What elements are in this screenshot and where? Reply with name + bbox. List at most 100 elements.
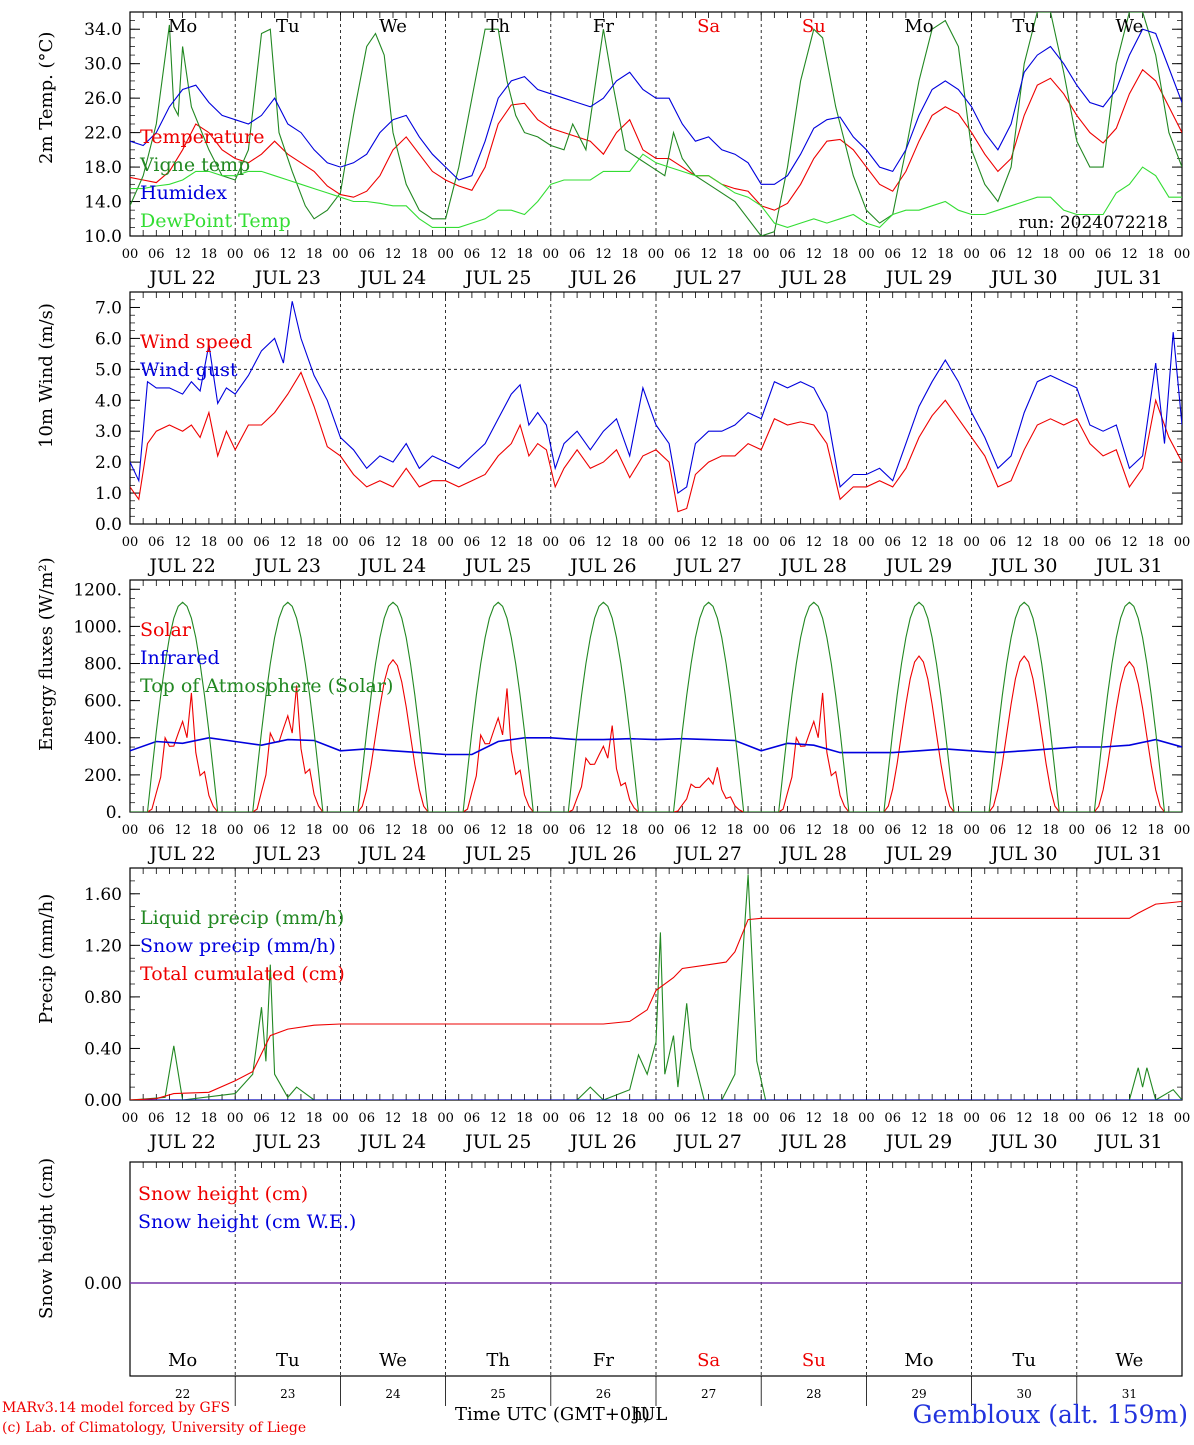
weekday-label: Th: [486, 1350, 510, 1371]
date-label: JUL 31: [1094, 843, 1162, 865]
hour-tick-label: 00: [1069, 823, 1086, 838]
legend-vigne-temp: Vigne temp: [139, 154, 250, 176]
panel-4: [129, 867, 1183, 1101]
hour-tick-label: 00: [122, 1111, 139, 1126]
hour-tick-label: 12: [595, 535, 612, 550]
hour-tick-label: 06: [779, 535, 796, 550]
date-label: JUL 26: [568, 1131, 636, 1153]
hour-tick-label: 06: [358, 823, 375, 838]
legend-snow-height-cm-w-e: Snow height (cm W.E.): [138, 1211, 356, 1233]
hour-tick-label: 18: [832, 247, 849, 262]
y-tick-label: 0.00: [84, 1091, 122, 1111]
hour-tick-label: 18: [306, 823, 323, 838]
date-label: JUL 30: [989, 1131, 1057, 1153]
hour-tick-label: 18: [1147, 1111, 1164, 1126]
series-wind-gust: [130, 301, 1182, 495]
weekday-label: Mo: [168, 1350, 197, 1371]
hour-tick-label: 06: [990, 1111, 1007, 1126]
hour-tick-label: 12: [280, 535, 297, 550]
y-axis-label: 10m Wind (m/s): [36, 303, 57, 448]
hour-tick-label: 12: [700, 823, 717, 838]
hour-tick-label: 12: [280, 823, 297, 838]
hour-tick-label: 18: [937, 1111, 954, 1126]
hour-tick-label: 18: [727, 1111, 744, 1126]
date-label: JUL 30: [989, 555, 1057, 577]
hour-tick-label: 12: [174, 535, 191, 550]
hour-tick-label: 18: [621, 247, 638, 262]
hour-tick-label: 00: [858, 823, 875, 838]
date-label: JUL 30: [989, 843, 1057, 865]
series-top-of-atmosphere-solar: [130, 601, 1182, 812]
hour-tick-label: 00: [1069, 1111, 1086, 1126]
date-label: JUL 27: [673, 267, 741, 289]
y-axis-label: Precip (mm/h): [36, 894, 57, 1024]
y-tick-label: 800.: [84, 655, 122, 675]
hour-tick-label: 18: [1147, 823, 1164, 838]
weekday-label: Fr: [593, 16, 614, 37]
hour-tick-label: 00: [227, 823, 244, 838]
hour-tick-label: 06: [569, 247, 586, 262]
station-label: Gembloux (alt. 159m): [912, 1400, 1188, 1429]
weekday-label: Su: [802, 1350, 826, 1371]
hour-tick-label: 00: [753, 535, 770, 550]
series-infrared: [130, 736, 1182, 756]
y-tick-label: 22.0: [84, 124, 122, 144]
hour-tick-label: 06: [884, 535, 901, 550]
day-number-label: 23: [280, 1387, 295, 1401]
day-number-label: 22: [175, 1387, 190, 1401]
legend-wind-gust: Wind gust: [140, 359, 238, 381]
hour-tick-label: 18: [201, 535, 218, 550]
y-tick-label: 200.: [84, 766, 122, 786]
hour-tick-label: 06: [358, 247, 375, 262]
y-tick-label: 18.0: [84, 158, 122, 178]
weekday-label: Tu: [1012, 16, 1036, 37]
y-tick-label: 26.0: [84, 89, 122, 109]
hour-tick-label: 00: [963, 535, 980, 550]
y-tick-label: 400.: [84, 729, 122, 749]
date-label: JUL 31: [1094, 555, 1162, 577]
hour-tick-label: 06: [464, 535, 481, 550]
panel-3: [129, 579, 1183, 813]
hour-tick-label: 00: [1069, 535, 1086, 550]
day-number-label: 24: [385, 1387, 401, 1401]
y-tick-label: 600.: [84, 692, 122, 712]
hour-tick-label: 12: [595, 1111, 612, 1126]
date-label: JUL 27: [673, 1131, 741, 1153]
hour-tick-label: 12: [490, 823, 507, 838]
hour-tick-label: 00: [963, 1111, 980, 1126]
hour-tick-label: 12: [806, 247, 823, 262]
date-label: JUL 25: [463, 1131, 531, 1153]
hour-tick-label: 06: [253, 247, 270, 262]
hour-tick-label: 18: [306, 247, 323, 262]
overlap-text: JUL: [633, 1404, 668, 1425]
day-number-label: 30: [1017, 1387, 1032, 1401]
series-solar: [130, 655, 1182, 812]
date-label: JUL 24: [358, 1131, 426, 1153]
hour-tick-label: 00: [122, 535, 139, 550]
hour-tick-label: 18: [411, 535, 428, 550]
hour-tick-label: 00: [332, 823, 349, 838]
date-label: JUL 30: [989, 267, 1057, 289]
date-label: JUL 23: [253, 555, 321, 577]
time-axis-title: Time UTC (GMT+0h) JUL: [455, 1404, 668, 1425]
hour-tick-label: 12: [1121, 1111, 1138, 1126]
hour-tick-label: 12: [700, 247, 717, 262]
hour-tick-label: 00: [648, 247, 665, 262]
hour-tick-label: 18: [306, 1111, 323, 1126]
y-tick-label: 4.0: [95, 391, 122, 411]
hour-tick-label: 06: [148, 247, 165, 262]
legend-top-of-atmosphere-solar: Top of Atmosphere (Solar): [140, 675, 393, 697]
hour-tick-label: 18: [621, 823, 638, 838]
weekday-label: Sa: [697, 16, 720, 37]
day-number-label: 28: [806, 1387, 821, 1401]
hour-tick-label: 06: [569, 823, 586, 838]
panel-5: [129, 1161, 1183, 1406]
hour-tick-label: 00: [1174, 1111, 1191, 1126]
date-label: JUL 31: [1094, 1131, 1162, 1153]
hour-tick-label: 06: [779, 1111, 796, 1126]
hour-tick-label: 06: [569, 535, 586, 550]
date-label: JUL 27: [673, 843, 741, 865]
hour-tick-label: 00: [858, 1111, 875, 1126]
hour-tick-label: 18: [1042, 247, 1059, 262]
hour-tick-label: 06: [1095, 535, 1112, 550]
